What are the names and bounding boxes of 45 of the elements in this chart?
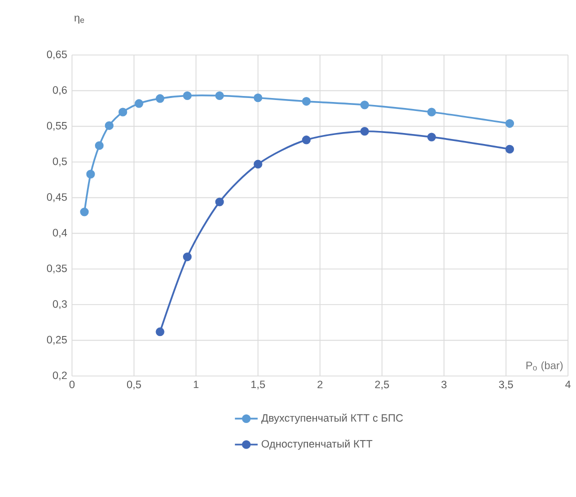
point [360, 126, 369, 136]
point [182, 91, 192, 100]
point [156, 327, 164, 336]
y-tick-label: 0,4 [52, 228, 67, 238]
point [505, 119, 514, 128]
point [94, 141, 104, 150]
y-tick-label: 0,65 [46, 50, 67, 60]
point [427, 108, 436, 116]
x-tick-label: 0,5 [127, 380, 141, 390]
point [302, 136, 311, 144]
point [427, 132, 436, 142]
x-tick-label: 3 [441, 380, 446, 388]
point [215, 91, 224, 100]
y-tick-label: 0,3 [52, 300, 67, 310]
point [134, 99, 144, 108]
point [254, 93, 262, 102]
x-tick-label: 0 [69, 380, 75, 388]
y-tick-label: 0,6 [52, 86, 67, 96]
legend-label: Двухступенчатый КТТ с БПС [261, 414, 403, 424]
x-tick-label: 3,5 [498, 380, 513, 390]
x-tick-label: 2 [318, 380, 322, 388]
point [215, 198, 224, 206]
point [104, 121, 114, 130]
x-tick-label: 2,5 [375, 380, 389, 390]
y-tick-label: 0,55 [46, 122, 67, 131]
y-tick-label: 0,35 [46, 264, 67, 274]
point [86, 170, 95, 178]
point [302, 97, 311, 106]
point [505, 144, 514, 154]
x-tick-label: 4 [565, 380, 571, 388]
x-tick-label: 1,5 [251, 380, 265, 390]
y-tick-label: 0,2 [52, 372, 67, 380]
legend-label: Одноступенчатый КТТ [262, 440, 372, 450]
x-tick-label: 1 [194, 380, 198, 388]
y-tick-label: 0,5 [52, 158, 67, 166]
y-axis-title: η$_{e}$ [74, 16, 84, 24]
y-tick-label: 0,45 [46, 193, 67, 202]
point [80, 208, 89, 216]
point [254, 160, 262, 168]
y-tick-label: 0,25 [46, 336, 67, 345]
point [360, 100, 369, 110]
x-axis-title: P$_{o}$ (bar) [526, 361, 563, 372]
point [118, 108, 128, 116]
point [182, 252, 192, 262]
point [156, 94, 164, 103]
